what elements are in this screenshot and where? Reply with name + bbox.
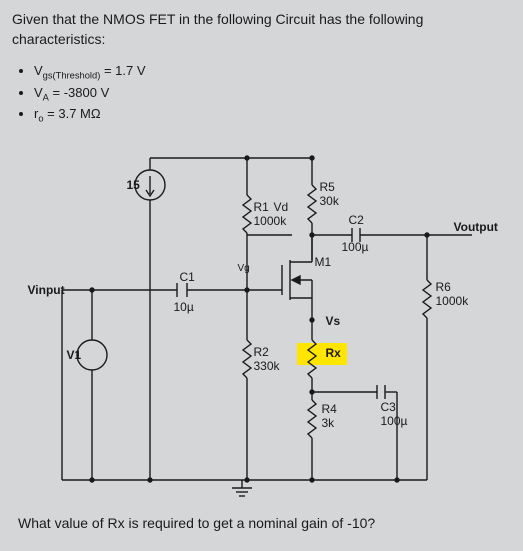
m1-label: M1	[315, 255, 332, 269]
r1-label: R1	[254, 200, 269, 214]
v1-label: V1	[67, 348, 82, 362]
vinput-label: Vinput	[28, 283, 65, 297]
r2-val: 330k	[254, 359, 280, 373]
r4-val: 3k	[322, 416, 335, 430]
param-list: Vgs(Threshold) = 1.7 V VA = -3800 V ro =…	[18, 63, 511, 124]
r2-label: R2	[254, 345, 269, 359]
c1-label: C1	[180, 270, 195, 284]
param-vgs: Vgs(Threshold) = 1.7 V	[34, 63, 511, 81]
vgs-eq: = 1.7 V	[100, 63, 145, 78]
c1-val: 10µ	[174, 300, 194, 314]
param-va: VA = -3800 V	[34, 85, 511, 103]
supply-label: 15	[127, 178, 140, 192]
vs-label: Vs	[326, 314, 341, 328]
r4-label: R4	[322, 402, 337, 416]
ro-eq: = 3.7 MΩ	[44, 106, 101, 121]
vgs-pre: V	[34, 63, 43, 78]
circuit-diagram: 15 R1 1000k Vd R5 30k C1 10µ Vg M1 C2 10…	[32, 140, 492, 500]
intro-line1: Given that the NMOS FET in the following…	[12, 10, 511, 30]
c2-val: 100µ	[342, 240, 369, 254]
va-pre: V	[34, 85, 43, 100]
c3-label: C3	[381, 400, 396, 414]
circuit-svg	[32, 140, 492, 500]
question-text: What value of Rx is required to get a no…	[18, 515, 375, 531]
c2-label: C2	[349, 213, 364, 227]
vg-label: Vg	[238, 263, 250, 274]
r6-val: 1000k	[436, 294, 469, 308]
voutput-label: Voutput	[454, 220, 498, 234]
intro-text: Given that the NMOS FET in the following…	[12, 10, 511, 49]
c3-val: 100µ	[381, 414, 408, 428]
r1-val: 1000k	[254, 214, 287, 228]
vgs-sub: gs(Threshold)	[43, 71, 101, 81]
rx-label: Rx	[326, 346, 341, 360]
va-eq: = -3800 V	[49, 85, 109, 100]
vd-label: Vd	[274, 200, 289, 214]
r5-val: 30k	[320, 194, 339, 208]
r5-label: R5	[320, 180, 335, 194]
intro-line2: characteristics:	[12, 30, 511, 50]
r6-label: R6	[436, 280, 451, 294]
param-ro: ro = 3.7 MΩ	[34, 106, 511, 124]
